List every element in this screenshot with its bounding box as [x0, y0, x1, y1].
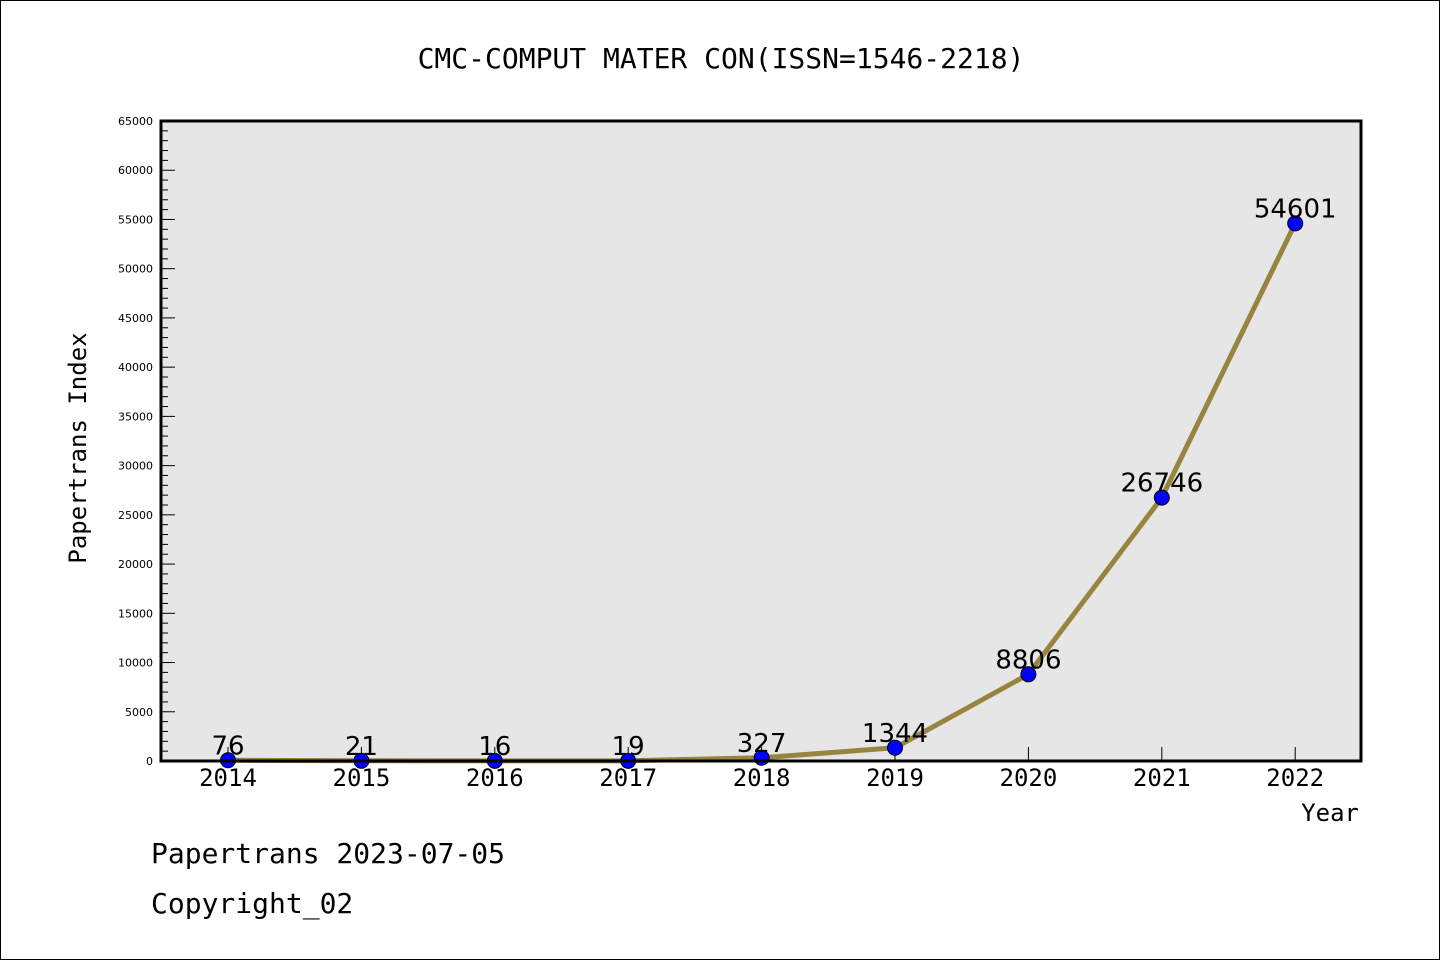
y-tick-label: 5000: [125, 706, 153, 719]
footer-date-line: Papertrans 2023-07-05: [151, 837, 506, 870]
y-tick-label: 65000: [118, 115, 153, 128]
x-tick-label: 2014: [199, 764, 257, 792]
data-point: [1287, 215, 1304, 232]
data-label: 54601: [1254, 194, 1337, 224]
y-tick-label: 15000: [118, 607, 153, 620]
plot-border: [159, 119, 1363, 763]
x-tick-label: 2019: [866, 764, 924, 792]
y-tick-label: 30000: [118, 460, 153, 473]
y-tick-label: 20000: [118, 558, 153, 571]
y-tick-label: 35000: [118, 410, 153, 423]
x-tick-label: 2018: [733, 764, 791, 792]
data-label: 19: [612, 732, 645, 762]
data-point: [1020, 666, 1037, 683]
x-axis-ticks: 2014 2015 2016 2017 2018 2019 2020 2021 2022: [199, 747, 1324, 792]
y-tick-label: 10000: [118, 657, 153, 670]
data-label: 76: [211, 731, 244, 761]
data-label: 327: [737, 729, 787, 759]
y-tick-label: 60000: [118, 164, 153, 177]
data-point: [1153, 489, 1170, 506]
x-axis-label: Year: [1301, 799, 1359, 827]
data-label: 21: [345, 732, 378, 762]
data-labels: 76 21 16 19 327 1344 8806 26746 54601: [211, 194, 1336, 761]
y-tick-label: 55000: [118, 213, 153, 226]
y-tick-label: 50000: [118, 263, 153, 276]
y-tick-label: 40000: [118, 361, 153, 374]
x-tick-label: 2020: [1000, 764, 1058, 792]
x-tick-label: 2021: [1133, 764, 1191, 792]
data-point: [887, 739, 903, 756]
plot-area: [161, 121, 1361, 761]
data-label: 16: [478, 732, 511, 762]
y-tick-label: 45000: [118, 312, 153, 325]
chart-title: CMC-COMPUT MATER CON(ISSN=1546-2218): [418, 42, 1025, 75]
y-tick-label: 0: [146, 755, 153, 768]
y-axis-label: Papertrans Index: [64, 332, 92, 563]
footer-copyright: Copyright_02: [151, 887, 354, 920]
data-label: 26746: [1120, 469, 1203, 499]
x-tick-label: 2022: [1266, 764, 1324, 792]
data-label: 1344: [862, 719, 928, 749]
data-label: 8806: [995, 645, 1061, 675]
y-axis-ticks: 0 5000 10000 15000 20000 25000 30000 35000 40000…: [118, 115, 175, 768]
y-tick-label: 25000: [118, 509, 153, 522]
